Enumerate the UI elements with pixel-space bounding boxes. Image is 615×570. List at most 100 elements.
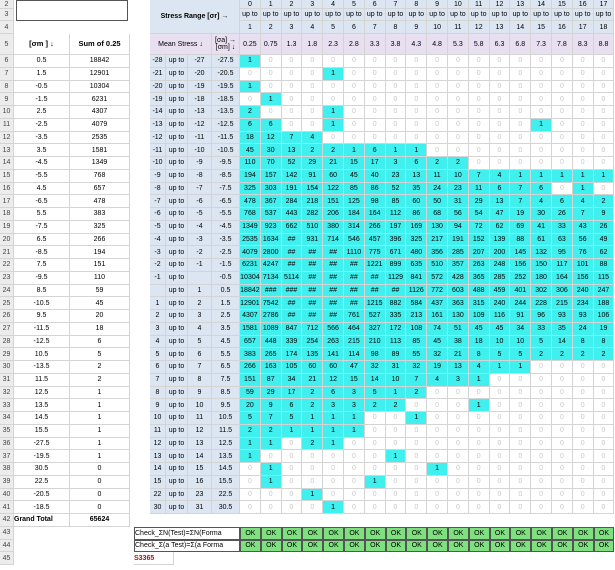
- count-cell: 0: [448, 386, 469, 400]
- count-cell: 0: [281, 118, 303, 132]
- count-cell: 94: [448, 220, 469, 234]
- count-cell: 215: [552, 297, 573, 310]
- count-cell: ##: [323, 284, 344, 298]
- count-cell: 2: [240, 106, 261, 119]
- row-number: 18: [0, 208, 14, 221]
- count-cell: 45: [489, 322, 511, 336]
- check-label: Check_Σ(a Test)=Σ(a Forma: [134, 539, 240, 553]
- count-cell: 1634: [260, 233, 282, 247]
- count-cell: 174: [281, 348, 303, 361]
- count-cell: 0: [427, 475, 448, 489]
- count-cell: 0: [260, 67, 282, 81]
- mid-value: -4.5: [212, 220, 240, 234]
- count-cell: 0: [323, 93, 344, 106]
- count-cell: 768: [240, 208, 261, 221]
- count-cell: 0: [552, 488, 573, 502]
- count-cell: 2: [406, 386, 428, 400]
- count-cell: 325: [406, 233, 428, 247]
- count-cell: 0: [281, 93, 303, 106]
- count-cell: 0: [281, 475, 303, 489]
- bin-upper: 7: [364, 21, 386, 34]
- count-cell: 0: [489, 144, 511, 157]
- count-cell: 0: [344, 463, 365, 476]
- count-cell: 0: [427, 424, 448, 438]
- count-cell: 95: [552, 246, 573, 259]
- up-to: up to: [166, 310, 188, 323]
- mid-value: 15.5: [212, 475, 240, 489]
- sigma-a: 6.8: [510, 34, 532, 55]
- count-cell: 0: [468, 488, 490, 502]
- sigma-a: 7.3: [531, 34, 552, 55]
- count-cell: 0: [510, 399, 532, 412]
- count-cell: 0: [344, 80, 365, 94]
- bin-upper: 10: [427, 21, 448, 34]
- upper-bound: 14: [188, 450, 212, 463]
- count-cell: 303: [260, 182, 282, 196]
- count-cell: ##: [323, 271, 344, 285]
- count-cell: 1: [510, 361, 532, 374]
- count-cell: 0: [302, 55, 324, 68]
- count-cell: 19: [427, 361, 448, 374]
- count-cell: 464: [344, 322, 365, 336]
- mid-value: -27.5: [212, 55, 240, 68]
- count-cell: 0: [572, 424, 594, 438]
- up-to: up to: [448, 9, 469, 21]
- count-cell: 0: [593, 488, 615, 502]
- mean-stress-label: Mean Stress ↓: [150, 34, 212, 55]
- count-cell: 47: [344, 361, 365, 374]
- row-number: 4: [0, 21, 14, 34]
- upper-bound: 1: [188, 284, 212, 298]
- count-cell: 302: [531, 284, 552, 298]
- count-cell: 1: [385, 386, 407, 400]
- count-cell: 169: [406, 220, 428, 234]
- count-cell: 0: [593, 80, 615, 94]
- count-cell: 4: [302, 131, 324, 145]
- count-cell: 0: [552, 80, 573, 94]
- pivot-sigma: -12.5: [14, 335, 70, 349]
- pivot-sum: 18: [70, 322, 130, 336]
- count-cell: 6: [364, 144, 386, 157]
- count-cell: 0: [344, 437, 365, 451]
- count-cell: 266: [240, 361, 261, 374]
- pivot-sum: 2: [70, 373, 130, 387]
- count-cell: 0: [510, 80, 532, 94]
- count-cell: 0: [427, 412, 448, 425]
- count-cell: ##: [344, 271, 365, 285]
- row-number: 5: [0, 34, 14, 55]
- row-number: 13: [0, 144, 14, 157]
- check-result: OK: [510, 539, 532, 553]
- count-cell: 0: [531, 67, 552, 81]
- up-to: up to: [166, 182, 188, 196]
- count-cell: 7: [281, 131, 303, 145]
- upper-bound: -27: [188, 55, 212, 68]
- count-cell: 0: [406, 93, 428, 106]
- count-cell: 0: [468, 131, 490, 145]
- row-number: 10: [0, 106, 14, 119]
- count-cell: 3: [344, 399, 365, 412]
- count-cell: 32: [406, 361, 428, 374]
- up-to: up to: [166, 131, 188, 145]
- count-cell: 35: [406, 182, 428, 196]
- bin-upper: 17: [572, 21, 594, 34]
- pivot-sigma: -13.5: [14, 361, 70, 374]
- count-cell: 0: [364, 463, 386, 476]
- count-cell: ##: [281, 246, 303, 259]
- count-cell: 113: [385, 335, 407, 349]
- count-cell: 0: [385, 475, 407, 489]
- count-cell: 0: [489, 488, 511, 502]
- count-cell: 1: [468, 373, 490, 387]
- pivot-sigma: -0.5: [14, 80, 70, 94]
- up-to: up to: [260, 9, 282, 21]
- count-cell: 0: [364, 424, 386, 438]
- row-number: 33: [0, 399, 14, 412]
- count-cell: 29: [260, 386, 282, 400]
- count-cell: 1: [344, 424, 365, 438]
- count-cell: 0: [572, 501, 594, 514]
- count-cell: 0: [448, 93, 469, 106]
- pivot-sum: 768: [70, 169, 130, 183]
- mid-value: 8.5: [212, 386, 240, 400]
- count-cell: 0: [510, 144, 532, 157]
- count-cell: 0: [364, 501, 386, 514]
- count-cell: 0: [406, 118, 428, 132]
- count-cell: 2: [240, 424, 261, 438]
